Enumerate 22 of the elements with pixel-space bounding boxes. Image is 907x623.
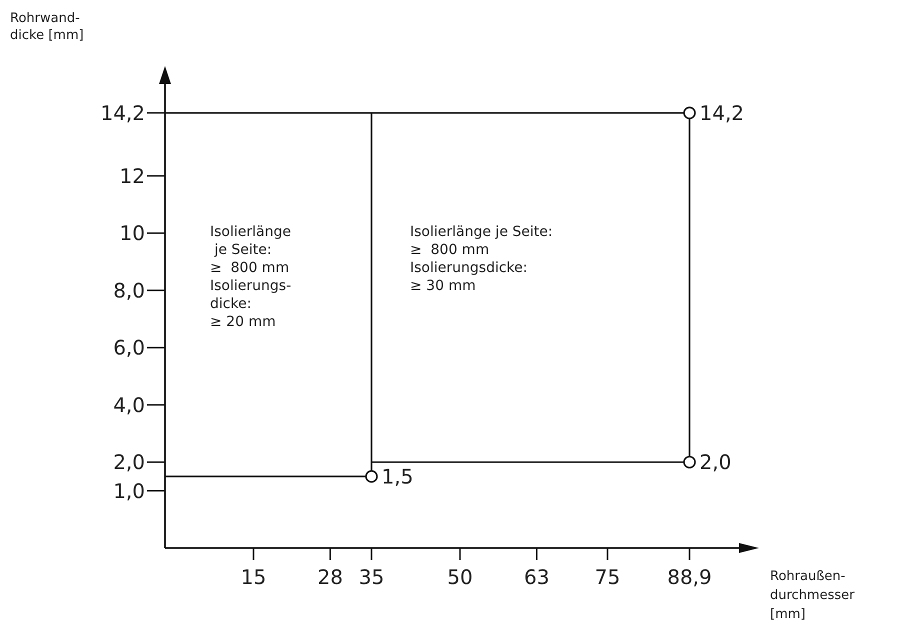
data-label: 2,0 bbox=[700, 450, 732, 474]
x-tick-label: 28 bbox=[317, 565, 343, 589]
x-axis-title: Rohraußen- durchmesser [mm] bbox=[770, 569, 856, 622]
annotation: Isolierlänge je Seite: ≥ 800 mm Isolierungsdicke: ≥ 30 mm bbox=[410, 224, 553, 294]
y-tick-label: 2,0 bbox=[113, 450, 145, 474]
data-label: 1,5 bbox=[382, 464, 414, 488]
y-tick-label: 10 bbox=[120, 221, 145, 246]
y-tick-label: 6,0 bbox=[113, 336, 145, 360]
x-tick-label: 15 bbox=[240, 565, 266, 589]
x-tick-label: 35 bbox=[358, 565, 384, 589]
y-tick-label: 4,0 bbox=[113, 392, 145, 417]
y-tick-label: 14,2 bbox=[100, 100, 145, 125]
x-tick-label: 75 bbox=[594, 565, 620, 589]
y-tick-label: 1,0 bbox=[113, 478, 145, 503]
x-tick-label: 88,9 bbox=[667, 565, 712, 589]
y-tick-label: 12 bbox=[120, 164, 145, 188]
annotation: Isolierlänge je Seite: ≥ 800 mm Isolierungs- dicke: ≥ 20 mm bbox=[210, 224, 292, 330]
x-tick-label: 63 bbox=[524, 565, 550, 589]
x-tick-label: 50 bbox=[447, 565, 473, 589]
data-label: 14,2 bbox=[700, 100, 744, 125]
y-axis-title: Rohrwand- dicke [mm] bbox=[10, 11, 84, 43]
y-tick-label: 8,0 bbox=[113, 278, 145, 302]
